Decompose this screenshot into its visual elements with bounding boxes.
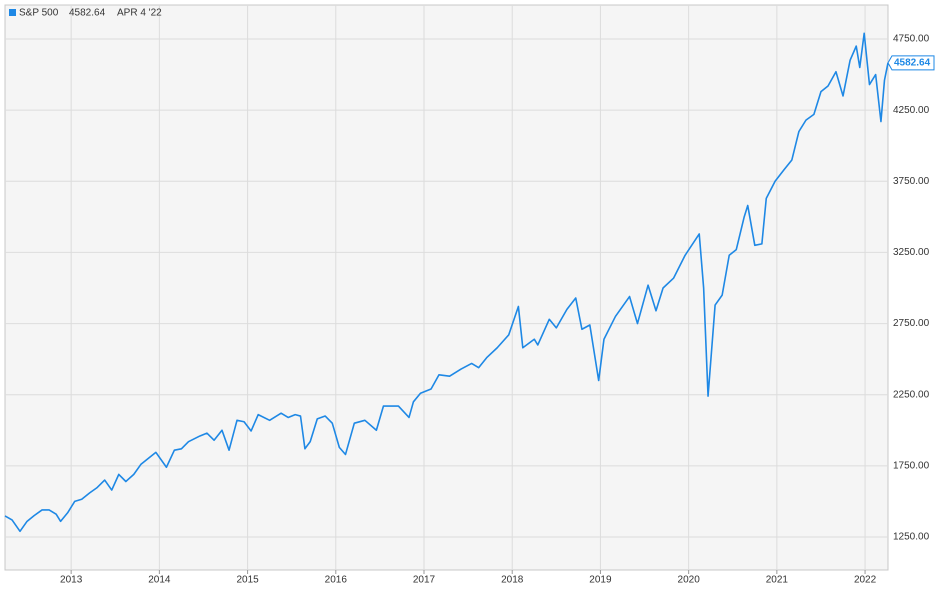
x-tick-label: 2013 <box>60 575 83 586</box>
y-tick-label: 2750.00 <box>893 318 930 329</box>
last-value: 4582.64 <box>69 8 106 19</box>
y-tick-label: 4250.00 <box>893 105 930 116</box>
price-tag: 4582.64 <box>894 57 931 68</box>
plot-area <box>4 4 889 571</box>
grid <box>5 5 888 570</box>
legend-swatch <box>9 9 16 16</box>
x-tick-label: 2014 <box>148 575 171 586</box>
y-tick-label: 4750.00 <box>893 34 930 45</box>
x-tick-label: 2017 <box>413 575 436 586</box>
x-tick-label: 2018 <box>501 575 524 586</box>
price-line <box>4 32 889 533</box>
y-tick-label: 2250.00 <box>893 389 930 400</box>
series <box>4 32 889 533</box>
y-tick-label: 3250.00 <box>893 247 930 258</box>
x-tick-label: 2015 <box>236 575 259 586</box>
y-tick-label: 3750.00 <box>893 176 930 187</box>
x-tick-label: 2020 <box>678 575 701 586</box>
x-tick-label: 2022 <box>854 575 877 586</box>
x-tick-label: 2019 <box>589 575 612 586</box>
x-tick-label: 2021 <box>766 575 789 586</box>
y-tick-label: 1250.00 <box>893 532 930 543</box>
y-tick-label: 1750.00 <box>893 460 930 471</box>
last-date: APR 4 '22 <box>117 8 162 19</box>
legend-name: S&P 500 <box>19 8 59 19</box>
price-tag-box <box>887 55 935 71</box>
x-tick-label: 2016 <box>325 575 348 586</box>
